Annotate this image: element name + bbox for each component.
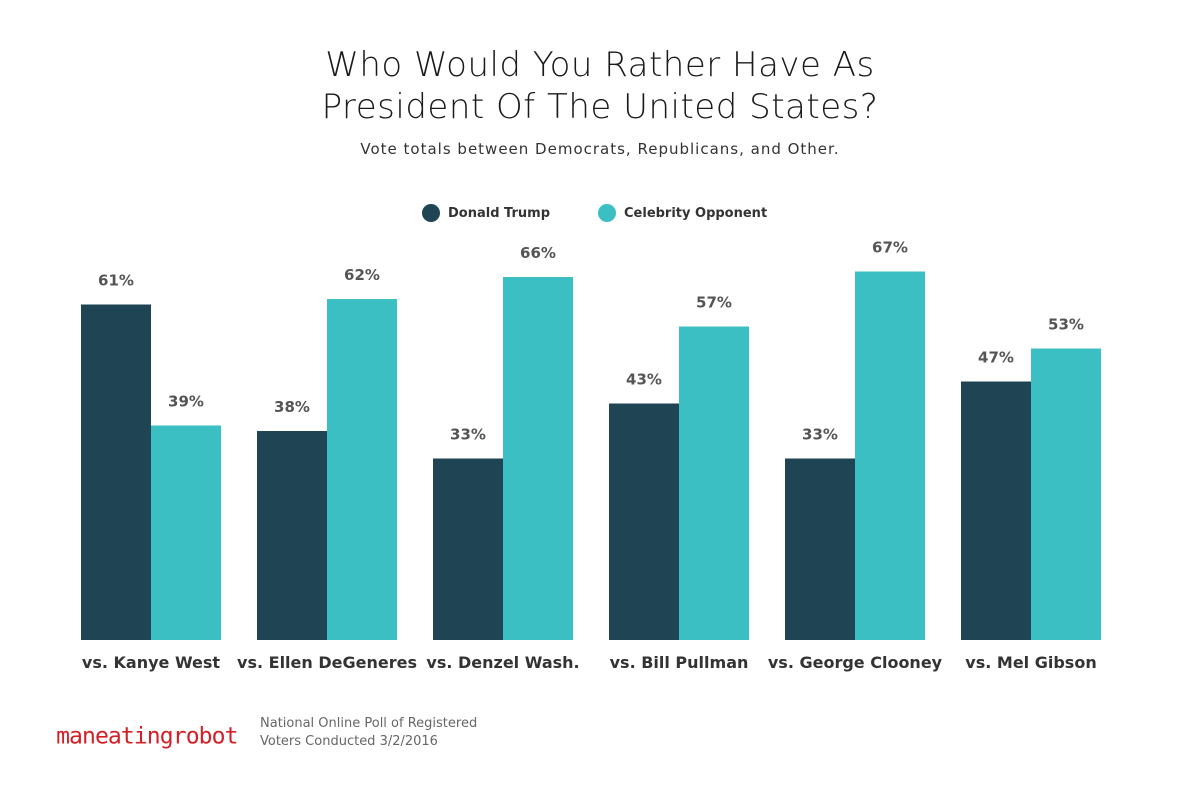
chart-subtitle: Vote totals between Democrats, Republica… <box>360 140 840 158</box>
poll-note-line-1: National Online Poll of Registered <box>260 716 478 731</box>
chart-title-line-1: Who Would You Rather Have As <box>325 45 875 85</box>
poll-note-line-2: Voters Conducted 3/2/2016 <box>260 734 438 749</box>
bar-trump-1 <box>257 431 327 640</box>
legend-item-opponent: Celebrity Opponent <box>598 204 767 222</box>
legend-swatch-opponent <box>598 204 616 222</box>
data-label-trump-3: 43% <box>626 371 662 389</box>
bar-trump-3 <box>609 403 679 640</box>
bar-opponent-0 <box>151 425 221 640</box>
category-label-4: vs. George Clooney <box>768 653 943 672</box>
bar-trump-0 <box>81 304 151 640</box>
poll-note: National Online Poll of Registered Voter… <box>260 715 477 751</box>
legend-swatch-trump <box>422 204 440 222</box>
data-label-opponent-0: 39% <box>168 393 204 411</box>
bar-trump-4 <box>785 458 855 640</box>
category-label-2: vs. Denzel Wash. <box>426 653 579 672</box>
logo-wordmark: maneatingrobot <box>56 724 237 750</box>
maneatingrobot-logo: maneatingrobot <box>56 724 238 750</box>
category-label-0: vs. Kanye West <box>82 653 220 672</box>
data-label-trump-0: 61% <box>98 272 134 290</box>
data-label-trump-5: 47% <box>978 349 1014 367</box>
bar-opponent-4 <box>855 271 925 640</box>
data-label-trump-1: 38% <box>274 398 310 416</box>
legend-item-trump: Donald Trump <box>422 204 550 222</box>
bar-chart: 61% 39% vs. Kanye West 38% 62% vs. Ellen DeGe… <box>81 239 1101 672</box>
bar-opponent-3 <box>679 326 749 640</box>
bar-opponent-2 <box>503 277 573 640</box>
category-label-5: vs. Mel Gibson <box>965 653 1096 672</box>
data-label-opponent-3: 57% <box>696 294 732 312</box>
bar-opponent-1 <box>327 299 397 640</box>
category-label-3: vs. Bill Pullman <box>610 653 749 672</box>
bar-opponent-5 <box>1031 348 1101 640</box>
bar-trump-5 <box>961 381 1031 640</box>
legend-label-trump: Donald Trump <box>448 205 550 221</box>
category-label-1: vs. Ellen DeGeneres <box>237 653 417 672</box>
data-label-opponent-5: 53% <box>1048 316 1084 334</box>
legend-label-opponent: Celebrity Opponent <box>624 205 768 221</box>
legend: Donald Trump Celebrity Opponent <box>0 204 1200 228</box>
data-label-trump-2: 33% <box>450 426 486 444</box>
data-label-trump-4: 33% <box>802 426 838 444</box>
bar-trump-2 <box>433 458 503 640</box>
data-label-opponent-2: 66% <box>520 244 556 262</box>
data-label-opponent-4: 67% <box>872 239 908 257</box>
chart-title-line-2: President Of The United States? <box>321 87 879 127</box>
data-label-opponent-1: 62% <box>344 266 380 284</box>
chart-title: Who Would You Rather Have As President O… <box>0 44 1200 128</box>
